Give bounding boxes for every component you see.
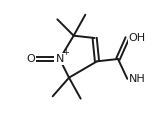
Text: O: O <box>26 54 35 64</box>
Text: OH: OH <box>128 33 146 43</box>
Text: NH: NH <box>128 74 145 84</box>
Text: +: + <box>62 48 69 57</box>
Text: N: N <box>55 54 64 64</box>
